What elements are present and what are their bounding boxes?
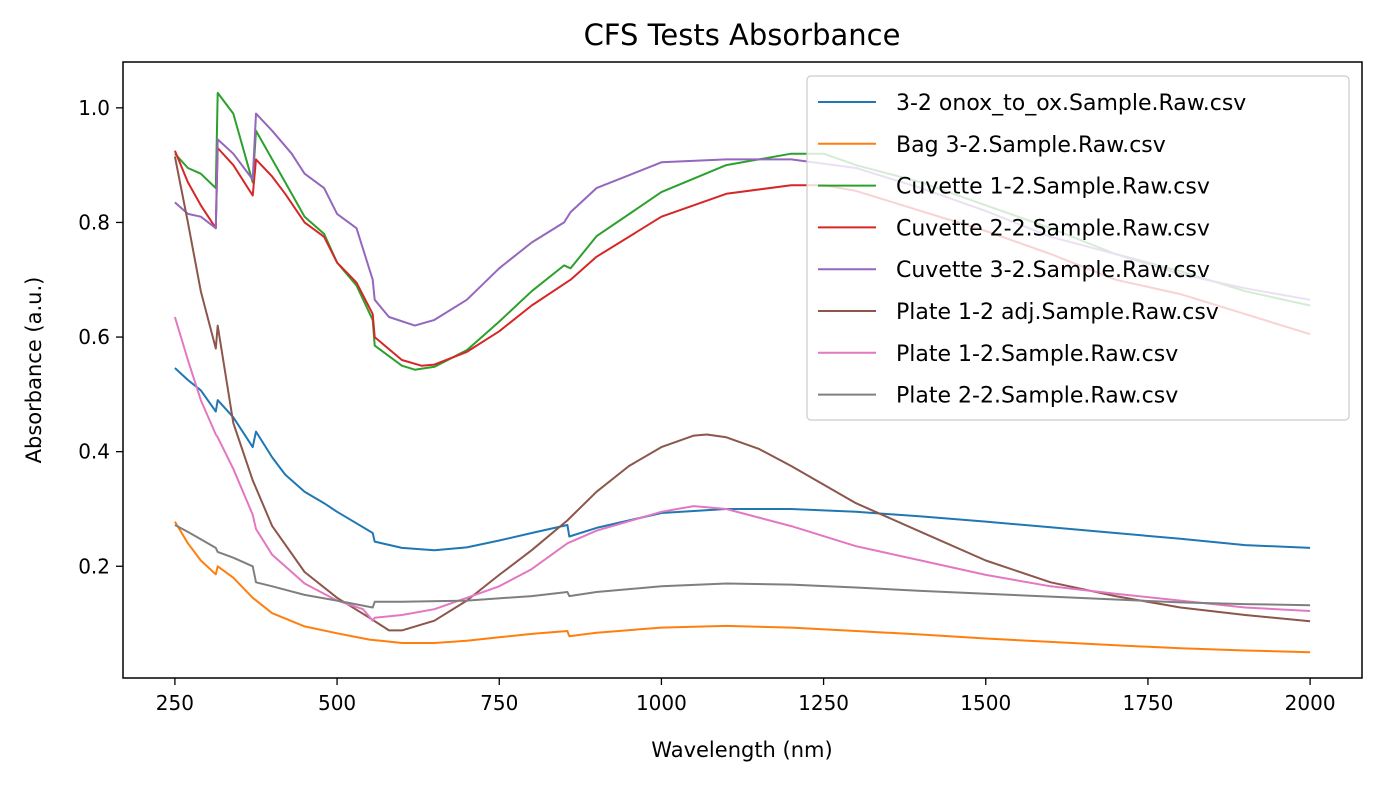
legend-items: 3-2 onox_to_ox.Sample.Raw.csv Bag 3-2.Sam… bbox=[818, 91, 1246, 409]
series-line-2 bbox=[174, 521, 1311, 654]
plot-area-frame bbox=[122, 61, 1363, 679]
x-tick-label: 1750 bbox=[1122, 691, 1173, 715]
series-line-6 bbox=[173, 156, 1311, 632]
x-axis-ticks: 250 500 750 1000 1250 1500 1750 2000 bbox=[156, 678, 1336, 715]
x-tick-label: 750 bbox=[480, 691, 518, 715]
x-tick-label: 250 bbox=[156, 691, 194, 715]
legend-label: Cuvette 2-2.Sample.Raw.csv bbox=[896, 216, 1210, 241]
chart-title: CFS Tests Absorbance bbox=[584, 18, 901, 52]
legend-label: Cuvette 3-2.Sample.Raw.csv bbox=[896, 258, 1210, 283]
legend-label: Bag 3-2.Sample.Raw.csv bbox=[896, 133, 1166, 158]
x-tick-label: 1000 bbox=[636, 691, 687, 715]
y-axis-label: Absorbance (a.u.) bbox=[22, 277, 46, 464]
legend-box bbox=[806, 75, 1350, 421]
series-line-7 bbox=[173, 316, 1311, 622]
y-tick-label: 0.2 bbox=[78, 554, 110, 578]
legend-label: 3-2 onox_to_ox.Sample.Raw.csv bbox=[896, 91, 1246, 116]
y-axis-ticks: 0.2 0.4 0.6 0.8 1.0 bbox=[78, 96, 123, 578]
legend-label: Cuvette 1-2.Sample.Raw.csv bbox=[896, 175, 1210, 200]
x-tick-label: 2000 bbox=[1285, 691, 1336, 715]
legend-label: Plate 1-2 adj.Sample.Raw.csv bbox=[896, 300, 1219, 325]
legend: 3-2 onox_to_ox.Sample.Raw.csv Bag 3-2.Sam… bbox=[806, 75, 1350, 421]
legend-label: Plate 1-2.Sample.Raw.csv bbox=[896, 342, 1178, 367]
y-tick-label: 0.8 bbox=[78, 210, 110, 234]
y-tick-label: 1.0 bbox=[78, 96, 110, 120]
x-tick-label: 500 bbox=[318, 691, 356, 715]
legend-label: Plate 2-2.Sample.Raw.csv bbox=[896, 384, 1178, 409]
x-tick-label: 1500 bbox=[960, 691, 1011, 715]
series-line-8 bbox=[174, 524, 1311, 609]
x-tick-label: 1250 bbox=[798, 691, 849, 715]
series-line-1 bbox=[174, 367, 1311, 552]
y-tick-label: 0.4 bbox=[78, 440, 110, 464]
x-axis-label: Wavelength (nm) bbox=[651, 738, 832, 762]
y-tick-label: 0.6 bbox=[78, 325, 110, 349]
